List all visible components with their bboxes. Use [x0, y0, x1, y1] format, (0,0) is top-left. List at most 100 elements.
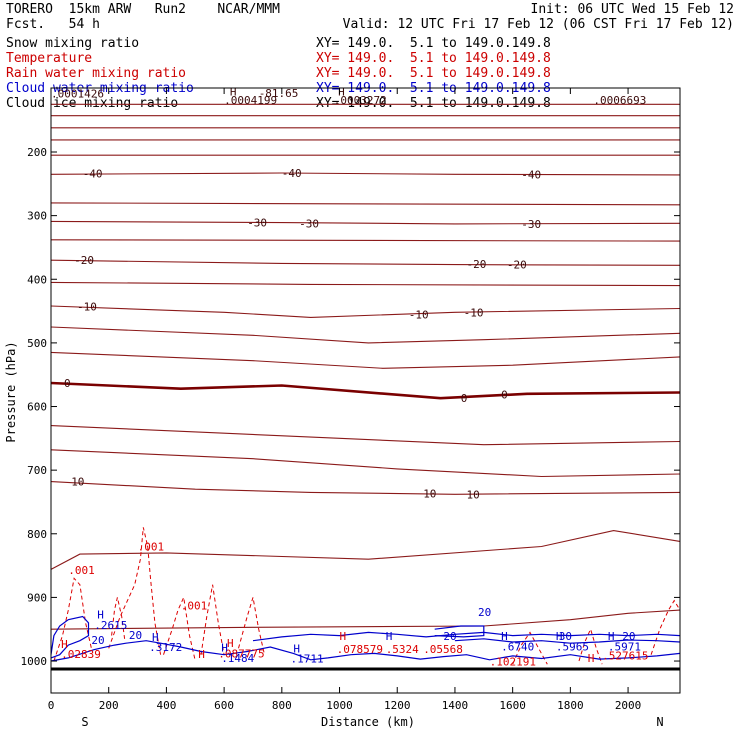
temperature-contour-label: -40 — [521, 168, 541, 181]
x-tick-label: 1800 — [557, 699, 584, 712]
temperature-contour-label: -10 — [464, 306, 484, 319]
plot-frame — [50, 87, 681, 694]
rain-water-contour — [111, 597, 126, 639]
y-tick-label: 400 — [27, 273, 47, 286]
temperature-contour — [50, 239, 681, 242]
temperature-contour — [50, 220, 681, 225]
rain-contour-label: .087775 — [218, 647, 264, 660]
rain-water-contour — [163, 595, 196, 662]
temperature-contour-label: -10 — [409, 308, 429, 321]
cloud-water-contour — [50, 640, 681, 662]
temperature-contour-label: -30 — [521, 218, 541, 231]
temperature-contour-label: -81.65 — [259, 87, 299, 100]
cloud-water-contour — [434, 625, 485, 638]
cloud-contour-label: .1711 — [291, 653, 324, 666]
temperature-contour — [50, 449, 681, 478]
rain-water-contour — [578, 627, 603, 665]
y-tick-label: 1000 — [21, 655, 48, 668]
temperature-contour-label: 10 — [71, 476, 84, 489]
temperature-contour-label: -30 — [247, 217, 267, 230]
cloud-contour-label: .5965 — [556, 640, 589, 653]
temperature-contour-label: .0004199 — [224, 94, 277, 107]
x-tick-label: 2000 — [615, 699, 642, 712]
legend-temperature: Temperature — [6, 51, 93, 66]
cloud-contour-label: 30 — [559, 630, 572, 643]
rain-contour-label: .5324 — [386, 643, 419, 656]
cloud-contour-label: 20 — [622, 630, 635, 643]
header-right-1: Init: 06 UTC Wed 15 Feb 12 — [530, 2, 735, 17]
rain-contour-label: .102191 — [490, 656, 536, 669]
temperature-contour — [50, 351, 681, 369]
cloud-contour-label: .5971 — [608, 640, 641, 653]
temperature-contour — [50, 172, 681, 176]
temperature-contour-label: -40 — [282, 167, 302, 180]
temperature-contour — [50, 381, 681, 400]
cloud-water-contour — [50, 615, 90, 659]
legend-cloud-ice-xy: XY= 149.0. 5.1 to 149.0.149.8 — [316, 96, 551, 111]
x-tick-label: 1200 — [384, 699, 411, 712]
rain-contour-label: .001 — [181, 600, 208, 613]
x-tick-label: 200 — [99, 699, 119, 712]
y-tick-label: 300 — [27, 210, 47, 223]
rain-water-contour — [200, 584, 225, 655]
temperature-contour — [50, 326, 681, 344]
cloud-contour-label: H — [501, 630, 508, 643]
cloud-contour-label: .2615 — [94, 619, 127, 632]
rain-water-contour — [53, 577, 92, 662]
y-tick-label: 500 — [27, 337, 47, 350]
legend-rain-xy: XY= 149.0. 5.1 to 149.0.149.8 — [316, 66, 551, 81]
x-tick-label: 600 — [214, 699, 234, 712]
cloud-contour-label: 20 — [129, 629, 142, 642]
temperature-contour-label: 0 — [64, 377, 71, 390]
cloud-contour-label: H — [293, 642, 300, 655]
temperature-contour — [50, 305, 681, 318]
y-tick-label: 800 — [27, 528, 47, 541]
cloud-contour-label: H — [221, 642, 228, 655]
rain-contour-label: H — [61, 638, 68, 651]
rain-contour-label: .078579 — [337, 643, 383, 656]
x-tick-label: 400 — [156, 699, 176, 712]
temperature-contour-label: -20 — [467, 258, 487, 271]
x-axis-label: Distance (km) — [321, 715, 415, 729]
rain-water-contour — [650, 599, 681, 655]
temperature-contour-label: 0 — [461, 392, 468, 405]
x-tick-label: 1400 — [442, 699, 469, 712]
legend-temperature-xy: XY= 149.0. 5.1 to 149.0.149.8 — [316, 51, 551, 66]
end-label-north: N — [656, 715, 663, 729]
y-tick-label: 600 — [27, 401, 47, 414]
header-right-2: Valid: 12 UTC Fri 17 Feb 12 (06 CST Fri … — [342, 17, 734, 32]
y-tick-label: 700 — [27, 464, 47, 477]
temperature-contour — [50, 609, 681, 630]
rain-water-contour — [238, 597, 265, 655]
rain-contour-label: .02839 — [61, 648, 101, 661]
y-axis-label: Pressure (hPa) — [4, 341, 18, 442]
temperature-contour-label: H — [230, 86, 237, 99]
temperature-contour-label: -30 — [299, 217, 319, 230]
end-label-south: S — [81, 715, 88, 729]
rain-contour-label: H — [227, 637, 234, 650]
temperature-contour-label: .0006693 — [593, 94, 646, 107]
y-tick-label: 200 — [27, 146, 47, 159]
temperature-contour-label: 10 — [467, 488, 480, 501]
rain-water-contour — [512, 631, 548, 665]
temperature-contour — [50, 259, 681, 266]
temperature-contour-label: -20 — [507, 259, 527, 272]
cloud-contour-label: 20 — [478, 606, 491, 619]
temperature-contour-label: H — [338, 86, 345, 99]
rain-contour-label: .527615 — [602, 649, 648, 662]
temperature-contour-label: .0001426 — [51, 88, 104, 101]
rain-contour-label: H — [198, 648, 205, 661]
rain-contour-label: H — [340, 630, 347, 643]
cloud-contour-label: 20 — [91, 634, 104, 647]
cloud-contour-label: H — [97, 609, 104, 622]
temperature-contour-label: 10 — [423, 488, 436, 501]
cloud-contour-label: .3172 — [149, 641, 182, 654]
temperature-contour-label: -10 — [77, 301, 97, 314]
rain-contour-label: .001 — [138, 541, 165, 554]
cloud-water-contour — [252, 631, 681, 642]
temperature-contour — [50, 425, 681, 446]
cloud-contour-label: H — [386, 630, 393, 643]
cloud-contour-label: H — [152, 631, 159, 644]
legend-cloud-ice: Cloud ice mixing ratio — [6, 96, 179, 111]
x-tick-label: 1600 — [499, 699, 526, 712]
